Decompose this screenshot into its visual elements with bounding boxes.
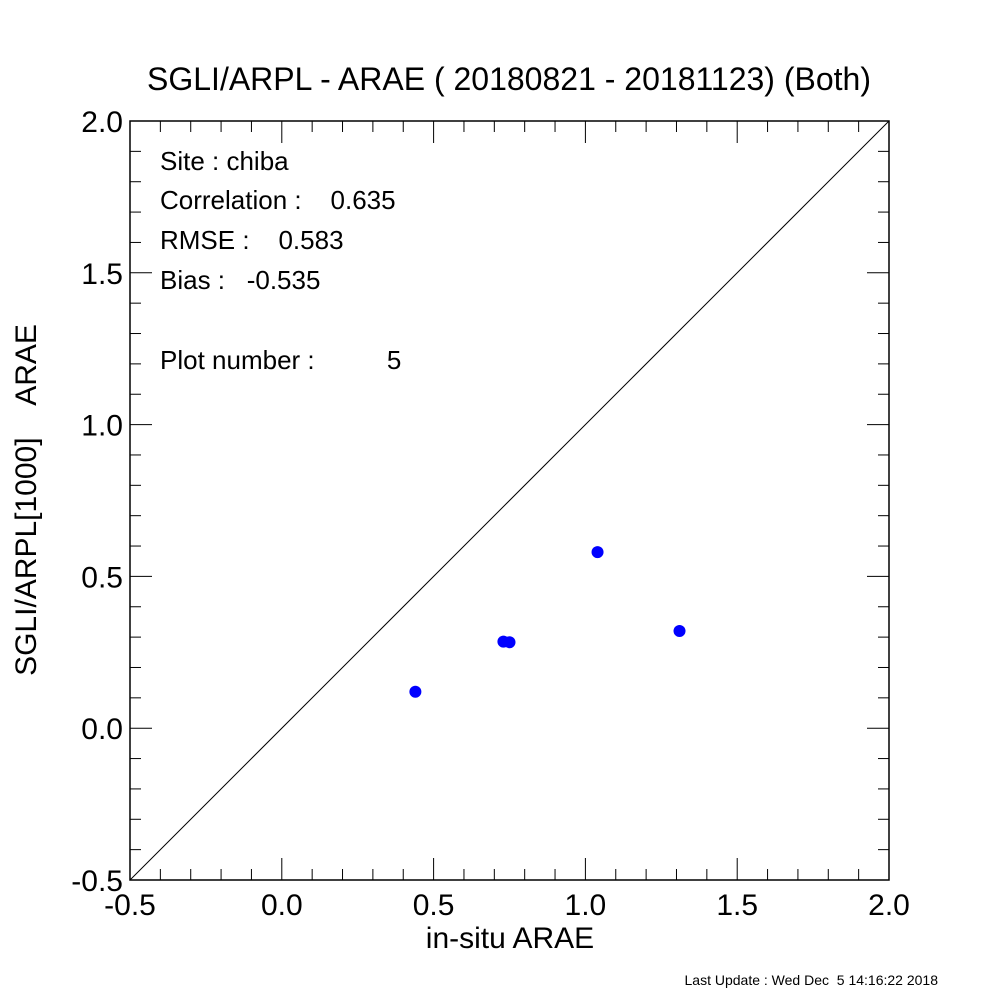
- last-update-footer: Last Update : Wed Dec 5 14:16:22 2018: [685, 972, 939, 988]
- stat-rmse: RMSE : 0.583: [160, 225, 344, 255]
- data-point: [673, 625, 686, 638]
- x-tick-label: 2.0: [868, 889, 910, 922]
- data-point: [409, 685, 422, 698]
- y-tick-label: 2.0: [81, 106, 123, 139]
- minor-ticks: [130, 121, 889, 880]
- x-tick-label: 1.5: [716, 889, 758, 922]
- y-tick-labels: -0.5 0.0 0.5 1.0 1.5 2.0: [71, 106, 123, 898]
- y-tick-label: -0.5: [71, 865, 123, 898]
- x-tick-label: 1.0: [565, 889, 607, 922]
- stat-correlation: Correlation : 0.635: [160, 185, 396, 215]
- stat-site: Site : chiba: [160, 146, 289, 176]
- x-tick-label: -0.5: [104, 889, 156, 922]
- y-tick-label: 0.0: [81, 713, 123, 746]
- stat-plot-number: Plot number : 5: [160, 345, 401, 375]
- y-axis-label: SGLI/ARPL[1000] ARAE: [10, 324, 43, 676]
- x-axis-label: in-situ ARAE: [426, 922, 594, 955]
- y-tick-label: 0.5: [81, 561, 123, 594]
- y-tick-label: 1.0: [81, 410, 123, 443]
- stat-bias: Bias : -0.535: [160, 265, 320, 295]
- x-tick-label: 0.5: [413, 889, 455, 922]
- chart-title: SGLI/ARPL - ARAE ( 20180821 - 20181123) …: [147, 61, 871, 97]
- plot-frame: [129, 120, 890, 881]
- data-point: [503, 636, 516, 649]
- data-point: [591, 546, 604, 559]
- x-tick-labels: -0.5 0.0 0.5 1.0 1.5 2.0: [104, 889, 910, 922]
- x-tick-label: 0.0: [261, 889, 303, 922]
- y-tick-label: 1.5: [81, 258, 123, 291]
- one-to-one-line: [129, 120, 890, 881]
- data-points: [409, 546, 686, 698]
